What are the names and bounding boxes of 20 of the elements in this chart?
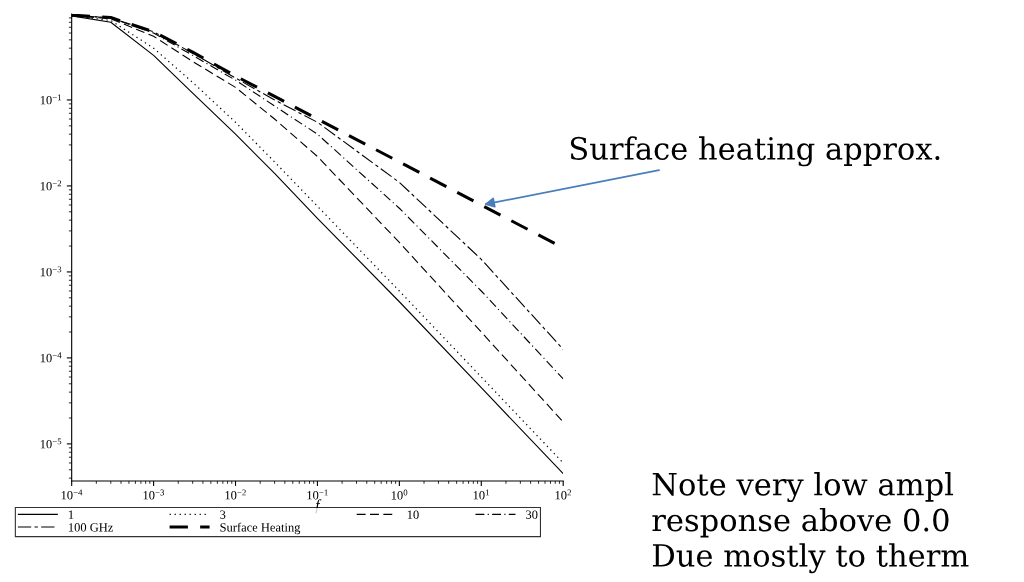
- x-tick-label: 10$^{1}$: [473, 489, 490, 500]
- x-tick-label: 10$^{−4}$: [61, 489, 83, 500]
- legend-label: 10: [407, 510, 419, 519]
- legend-label: 3: [220, 510, 226, 519]
- legend-label: 100 GHz: [68, 523, 113, 532]
- legend-label: 30: [526, 510, 538, 519]
- y-tick-label: 10$^{−2}$: [40, 180, 62, 191]
- annotation: Surface heating approx.: [570, 136, 940, 167]
- x-tick-label: 10$^{0}$: [391, 489, 408, 500]
- x-tick-label: 10$^{−2}$: [225, 489, 246, 500]
- x-tick-label: 10$^{2}$: [555, 489, 572, 500]
- x-tick-label: 10$^{−3}$: [143, 489, 165, 500]
- legend-label: 1: [68, 510, 74, 519]
- text: Note very low ampl response above 0.0 Due mostly to therm: [652, 472, 969, 574]
- x-tick-label: 10$^{−1}$: [307, 489, 328, 500]
- y-tick-label: 10$^{−1}$: [40, 94, 62, 105]
- y-tick-label: 10$^{−4}$: [40, 352, 62, 363]
- legend-label: Surface Heating: [220, 522, 301, 535]
- y-tick-label: 10$^{−5}$: [40, 438, 62, 449]
- y-tick-label: 10$^{−3}$: [40, 266, 62, 277]
